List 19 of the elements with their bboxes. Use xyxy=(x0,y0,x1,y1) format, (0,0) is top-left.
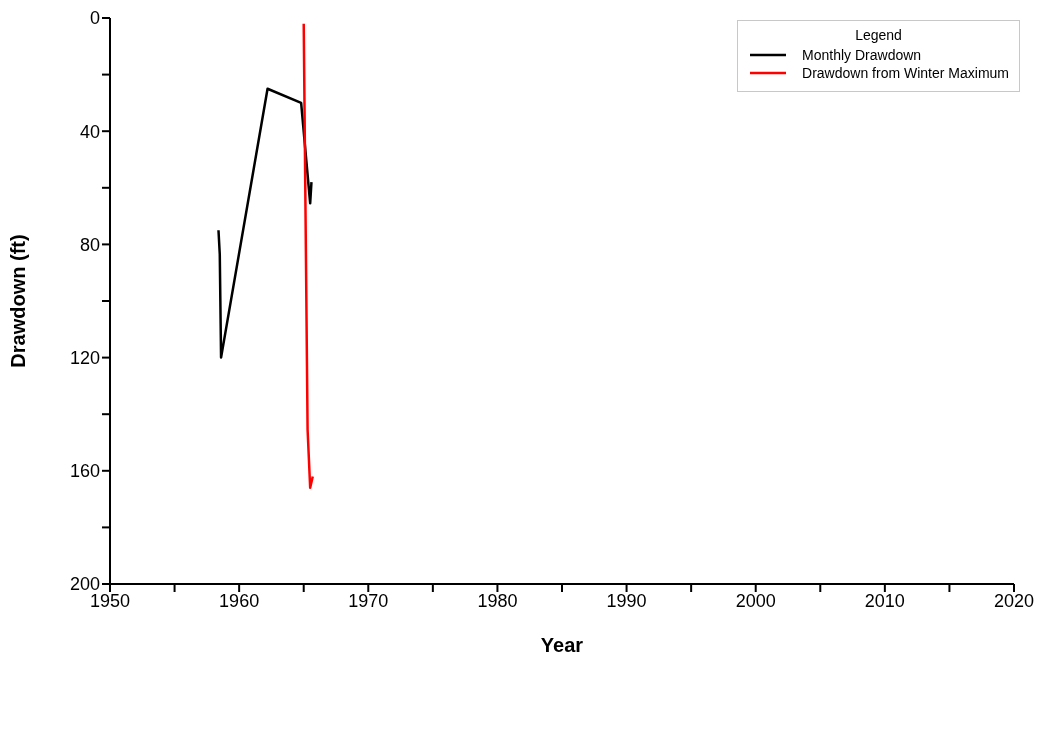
legend-label: Drawdown from Winter Maximum xyxy=(802,65,1009,81)
y-tick-label: 80 xyxy=(79,234,100,255)
y-axis-title: Drawdown (ft) xyxy=(7,234,30,368)
line-series xyxy=(217,87,313,359)
y-tick-label: 120 xyxy=(69,347,100,368)
legend-label: Monthly Drawdown xyxy=(802,47,922,63)
y-tick-label: 0 xyxy=(89,8,100,29)
y-tick-label: 160 xyxy=(69,461,100,482)
y-tick-label: 40 xyxy=(79,121,100,142)
x-tick-label: 1980 xyxy=(477,590,518,611)
line-series xyxy=(302,22,314,490)
x-tick-label: 2020 xyxy=(993,590,1035,611)
legend-title: Legend xyxy=(854,27,903,43)
x-tick-label: 1990 xyxy=(606,590,647,611)
x-tick-label: 1960 xyxy=(219,590,260,611)
x-tick-label: 2000 xyxy=(735,590,776,611)
x-axis-title: Year xyxy=(540,634,584,656)
x-tick-label: 1970 xyxy=(348,590,389,611)
x-tick-label: 2010 xyxy=(864,590,905,611)
